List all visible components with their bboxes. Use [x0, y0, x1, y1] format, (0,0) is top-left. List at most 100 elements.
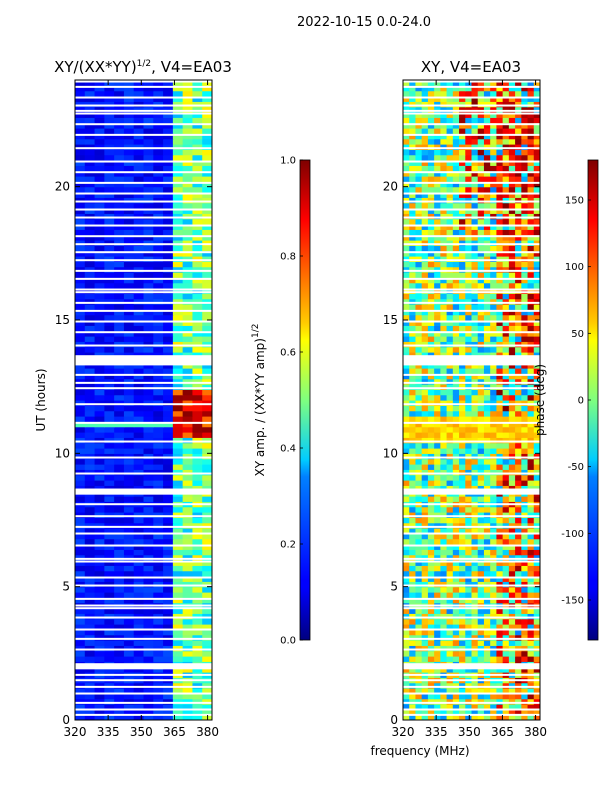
heatmap-cell: [533, 336, 540, 342]
heatmap-cell: [477, 522, 485, 529]
data-gap-row: [403, 200, 540, 203]
heatmap-cell: [502, 266, 510, 273]
heatmap-cell: [415, 154, 423, 161]
heatmap-cell: [84, 117, 96, 124]
heatmap-cell: [415, 90, 423, 97]
heatmap-cell: [123, 597, 135, 604]
heatmap-cell: [403, 362, 410, 369]
heatmap-cell: [459, 522, 466, 529]
heatmap-cell: [192, 144, 203, 150]
heatmap-cell: [446, 261, 454, 268]
heatmap-cell: [452, 261, 460, 268]
heatmap-cell: [527, 570, 535, 577]
heatmap-cell: [75, 373, 86, 380]
heatmap-cell: [192, 624, 203, 630]
heatmap-cell: [75, 90, 86, 97]
heatmap-cell: [427, 304, 435, 310]
heatmap-cell: [123, 624, 135, 630]
heatmap-cell: [192, 368, 203, 374]
heatmap-cell: [521, 624, 529, 630]
heatmap-cell: [143, 218, 154, 225]
heatmap-cell: [84, 309, 96, 316]
heatmap-cell: [459, 597, 466, 604]
heatmap-cell: [104, 298, 115, 305]
heatmap-cell: [452, 469, 460, 476]
heatmap-cell: [459, 192, 466, 198]
heatmap-cell: [452, 176, 460, 182]
heatmap-cell: [163, 181, 174, 188]
heatmap-cell: [415, 384, 423, 390]
heatmap-cell: [465, 352, 473, 358]
heatmap-cell: [483, 181, 491, 188]
heatmap-cell: [521, 165, 529, 172]
heatmap-cell: [515, 656, 522, 662]
heatmap-cell: [434, 709, 441, 716]
heatmap-cell: [153, 496, 164, 502]
heatmap-cell: [202, 624, 212, 630]
heatmap-cell: [446, 208, 454, 214]
heatmap-cell: [104, 512, 115, 518]
heatmap-cell: [533, 458, 540, 465]
heatmap-cell: [182, 608, 194, 614]
heatmap-cell: [75, 320, 86, 326]
heatmap-cell: [403, 218, 410, 225]
heatmap-cell: [521, 304, 529, 310]
heatmap-cell: [490, 202, 498, 209]
heatmap-cell: [421, 208, 429, 214]
heatmap-cell: [521, 277, 529, 284]
heatmap-cell: [172, 186, 184, 193]
heatmap-cell: [182, 714, 194, 720]
heatmap-cell: [75, 469, 86, 476]
heatmap-cell: [508, 629, 516, 636]
heatmap-cell: [153, 709, 164, 716]
heatmap-cell: [84, 165, 96, 172]
heatmap-cell: [403, 170, 410, 177]
heatmap-cell: [434, 117, 441, 124]
heatmap-cell: [421, 693, 429, 700]
heatmap-cell: [465, 336, 473, 342]
heatmap-cell: [104, 576, 115, 582]
heatmap-cell: [192, 496, 203, 502]
heatmap-cell: [434, 325, 441, 332]
heatmap-cell: [84, 709, 96, 716]
heatmap-cell: [483, 261, 491, 268]
heatmap-cell: [94, 640, 105, 646]
heatmap-cell: [477, 570, 485, 577]
heatmap-cell: [192, 96, 203, 102]
heatmap-cell: [104, 122, 115, 129]
heatmap-cell: [104, 656, 115, 662]
heatmap-cell: [182, 133, 194, 140]
heatmap-cell: [94, 101, 105, 108]
heatmap-cell: [508, 666, 516, 673]
heatmap-cell: [415, 528, 423, 534]
heatmap-cell: [452, 538, 460, 545]
heatmap-cell: [104, 112, 115, 118]
heatmap-cell: [192, 186, 203, 193]
heatmap-cell: [521, 208, 529, 214]
heatmap-cell: [163, 330, 174, 337]
heatmap-cell: [421, 101, 429, 108]
heatmap-cell: [192, 544, 203, 550]
heatmap-cell: [477, 101, 485, 108]
heatmap-cell: [153, 309, 164, 316]
heatmap-cell: [94, 341, 105, 348]
heatmap-cell: [452, 389, 460, 396]
heatmap-cell: [508, 709, 516, 716]
heatmap-cell: [182, 613, 194, 620]
heatmap-cell: [502, 165, 510, 172]
heatmap-cell: [172, 608, 184, 614]
heatmap-cell: [163, 458, 174, 465]
heatmap-cell: [202, 400, 212, 406]
heatmap-cell: [502, 522, 510, 529]
heatmap-cell: [182, 90, 194, 97]
heatmap-cell: [421, 549, 429, 556]
heatmap-cell: [477, 517, 485, 524]
heatmap-cell: [421, 480, 429, 486]
heatmap-cell: [133, 554, 145, 561]
heatmap-cell: [527, 554, 535, 561]
heatmap-cell: [192, 693, 203, 700]
heatmap-cell: [421, 496, 429, 502]
heatmap-cell: [202, 416, 212, 422]
heatmap-cell: [409, 693, 417, 700]
heatmap-cell: [533, 298, 540, 305]
